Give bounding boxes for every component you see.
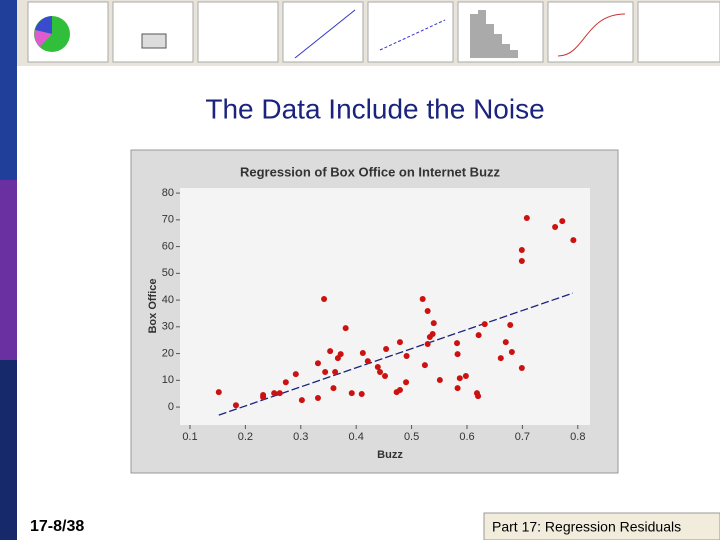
data-point <box>215 389 222 396</box>
data-point <box>523 214 530 221</box>
slide-title: The Data Include the Noise <box>205 93 544 124</box>
data-point <box>403 379 410 386</box>
data-point <box>322 369 329 376</box>
x-tick-label: 0.6 <box>459 431 474 443</box>
data-point <box>330 385 337 392</box>
data-point <box>518 365 525 372</box>
x-tick-label: 0.8 <box>570 431 585 443</box>
data-point <box>462 373 469 380</box>
data-point <box>359 350 366 357</box>
x-axis-label: Buzz <box>377 449 403 461</box>
data-point <box>298 397 305 404</box>
data-point <box>430 320 437 327</box>
footer-box <box>483 512 720 540</box>
x-tick-label: 0.3 <box>293 431 308 443</box>
data-point <box>502 339 509 346</box>
data-point <box>403 352 410 359</box>
data-point <box>342 325 349 332</box>
data-point <box>436 377 443 384</box>
plot-area <box>180 188 590 425</box>
data-point <box>518 247 525 254</box>
data-point <box>314 394 321 401</box>
data-point <box>327 348 334 355</box>
data-point <box>429 331 436 338</box>
data-point <box>424 308 431 315</box>
data-point <box>481 321 488 328</box>
data-point <box>358 390 365 397</box>
x-tick-label: 0.2 <box>238 431 253 443</box>
data-point <box>518 258 525 265</box>
data-point <box>377 369 384 376</box>
data-point <box>348 390 355 397</box>
side-bar <box>0 0 17 180</box>
y-tick-label: 30 <box>162 321 174 333</box>
data-point <box>421 362 428 369</box>
data-point <box>396 339 403 346</box>
y-axis-label: Box Office <box>147 278 159 333</box>
data-point <box>396 386 403 393</box>
data-point <box>454 351 461 358</box>
data-point <box>475 393 482 400</box>
x-tick-label: 0.4 <box>349 431 364 443</box>
data-point <box>374 363 381 370</box>
x-tick-label: 0.5 <box>404 431 419 443</box>
data-point <box>552 224 559 231</box>
data-point <box>475 332 482 339</box>
data-point <box>559 218 566 225</box>
chart-title: Regression of Box Office on Internet Buz… <box>240 164 501 179</box>
side-bar <box>0 360 17 540</box>
y-tick-label: 20 <box>162 347 174 359</box>
y-tick-label: 80 <box>162 187 174 199</box>
data-point <box>364 358 371 365</box>
x-tick-label: 0.1 <box>182 431 197 443</box>
footer: Part 17: Regression Residuals <box>492 519 681 535</box>
data-point <box>454 385 461 392</box>
data-point <box>497 355 504 362</box>
data-point <box>508 348 515 355</box>
data-point <box>456 375 463 382</box>
data-point <box>276 390 283 397</box>
y-tick-label: 60 <box>162 240 174 252</box>
data-point <box>260 392 267 399</box>
data-point <box>282 379 289 386</box>
data-point <box>292 371 299 378</box>
y-tick-label: 70 <box>162 214 174 226</box>
data-point <box>321 296 328 303</box>
data-point <box>271 390 278 397</box>
data-point <box>382 373 388 380</box>
y-tick-label: 10 <box>162 374 174 386</box>
data-point <box>419 296 426 303</box>
data-point <box>232 402 239 409</box>
data-point <box>332 369 339 376</box>
data-point <box>570 237 577 244</box>
data-point <box>424 340 431 347</box>
y-tick-label: 40 <box>162 294 174 306</box>
side-bar <box>0 180 17 360</box>
data-point <box>454 340 461 347</box>
thumbnail-strip <box>17 0 720 66</box>
y-tick-label: 0 <box>168 401 174 413</box>
page-number: 17-8/38 <box>30 518 84 535</box>
y-tick-label: 50 <box>162 267 174 279</box>
data-point <box>383 346 390 353</box>
data-point <box>314 360 321 367</box>
data-point <box>507 321 514 328</box>
data-point <box>337 351 344 358</box>
x-tick-label: 0.7 <box>515 431 530 443</box>
